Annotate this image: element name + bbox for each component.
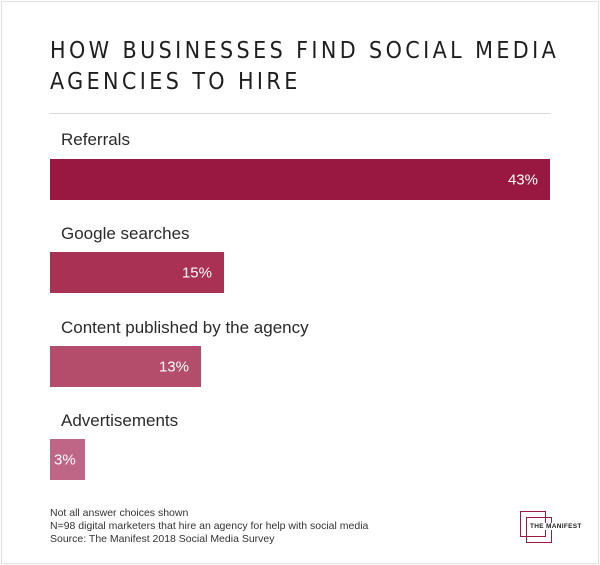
category-label-3: Content published by the agency	[61, 318, 309, 337]
chart-title: HOW BUSINESSES FIND SOCIAL MEDIA AGENCIE…	[50, 36, 570, 98]
bar-4: 3%	[50, 439, 85, 480]
chart-title-line-2: AGENCIES TO HIRE	[50, 69, 301, 95]
footnote-2: N=98 digital marketers that hire an agen…	[50, 520, 369, 532]
footnotes: Not all answer choices shown N=98 digita…	[50, 507, 368, 546]
bar-value-label-4: 3%	[54, 451, 76, 468]
title-divider	[50, 113, 550, 114]
bar-1: 43%	[50, 159, 550, 200]
footnote-1: Not all answer choices shown	[50, 507, 189, 519]
category-label-1: Referrals	[61, 130, 130, 149]
footnote-3: Source: The Manifest 2018 Social Media S…	[50, 533, 275, 545]
bar-value-label-1: 43%	[507, 171, 538, 188]
logo-square-front	[526, 517, 552, 543]
bar-3: 13%	[50, 346, 201, 387]
bar-2: 15%	[50, 252, 224, 293]
category-label-4: Advertisements	[61, 411, 179, 430]
category-label-2: Google searches	[61, 224, 190, 243]
bar-value-label-2: 15%	[181, 264, 212, 281]
chart-title-line-1: HOW BUSINESSES FIND SOCIAL MEDIA	[50, 38, 560, 64]
logo-text: THE MANIFEST	[529, 523, 583, 530]
bar-value-label-3: 13%	[158, 358, 189, 375]
the-manifest-logo: THE MANIFEST	[520, 511, 583, 545]
